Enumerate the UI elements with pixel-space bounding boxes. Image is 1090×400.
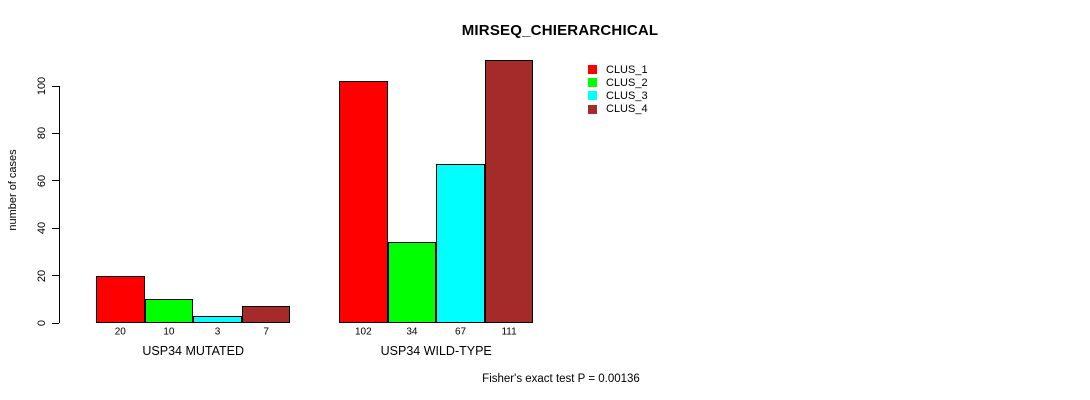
y-axis-tick	[51, 275, 59, 277]
legend-label: CLUS_2	[606, 76, 648, 89]
bar-value-label: 10	[163, 326, 175, 338]
y-axis-tick	[51, 322, 59, 324]
y-axis-tick	[51, 180, 59, 182]
bar-clus_3	[436, 164, 485, 323]
legend-label: CLUS_3	[606, 89, 648, 102]
y-axis-tick	[51, 85, 59, 87]
bar-value-label: 34	[406, 326, 418, 338]
y-axis-line	[58, 86, 60, 323]
bar-clus_3	[193, 315, 242, 323]
y-axis-tick-label: 100	[36, 76, 48, 96]
y-axis-tick-label: 40	[36, 222, 48, 235]
y-axis-tick-label: 0	[36, 319, 48, 327]
chart-title: MIRSEQ_CHIERARCHICAL	[461, 22, 659, 39]
bar-clus_2	[144, 299, 194, 323]
bar-clus_4	[241, 306, 291, 323]
y-axis-tick-label: 60	[36, 174, 48, 187]
y-axis-tick	[51, 132, 59, 134]
legend-label: CLUS_1	[606, 63, 648, 76]
bar-clus_1	[339, 81, 388, 323]
legend-item: CLUS_1	[588, 63, 648, 76]
legend-swatch	[588, 104, 597, 114]
category-label: USP34 WILD-TYPE	[380, 344, 492, 358]
bar-value-label: 3	[214, 326, 221, 338]
bar-value-label: 102	[354, 326, 372, 338]
bar-value-label: 20	[114, 326, 126, 338]
legend-swatch	[588, 65, 597, 75]
legend-item: CLUS_4	[588, 103, 648, 116]
y-axis-tick	[51, 227, 59, 229]
legend-item: CLUS_3	[588, 89, 648, 102]
y-axis-label: number of cases	[7, 149, 19, 231]
category-label: USP34 MUTATED	[142, 344, 245, 358]
bar-value-label: 67	[454, 326, 467, 338]
bar-clus_4	[484, 59, 534, 323]
bar-clus_1	[96, 275, 145, 323]
legend-swatch	[588, 78, 597, 88]
legend-item: CLUS_2	[588, 76, 648, 89]
y-axis-tick-label: 20	[36, 269, 48, 282]
bar-clus_2	[387, 242, 437, 323]
legend-swatch	[588, 91, 597, 101]
legend-label: CLUS_4	[606, 103, 648, 116]
y-axis-tick-label: 80	[36, 127, 48, 140]
bar-value-label: 111	[501, 326, 517, 338]
stat-test-annotation: Fisher's exact test P = 0.00136	[482, 373, 640, 385]
bar-value-label: 7	[263, 326, 269, 338]
